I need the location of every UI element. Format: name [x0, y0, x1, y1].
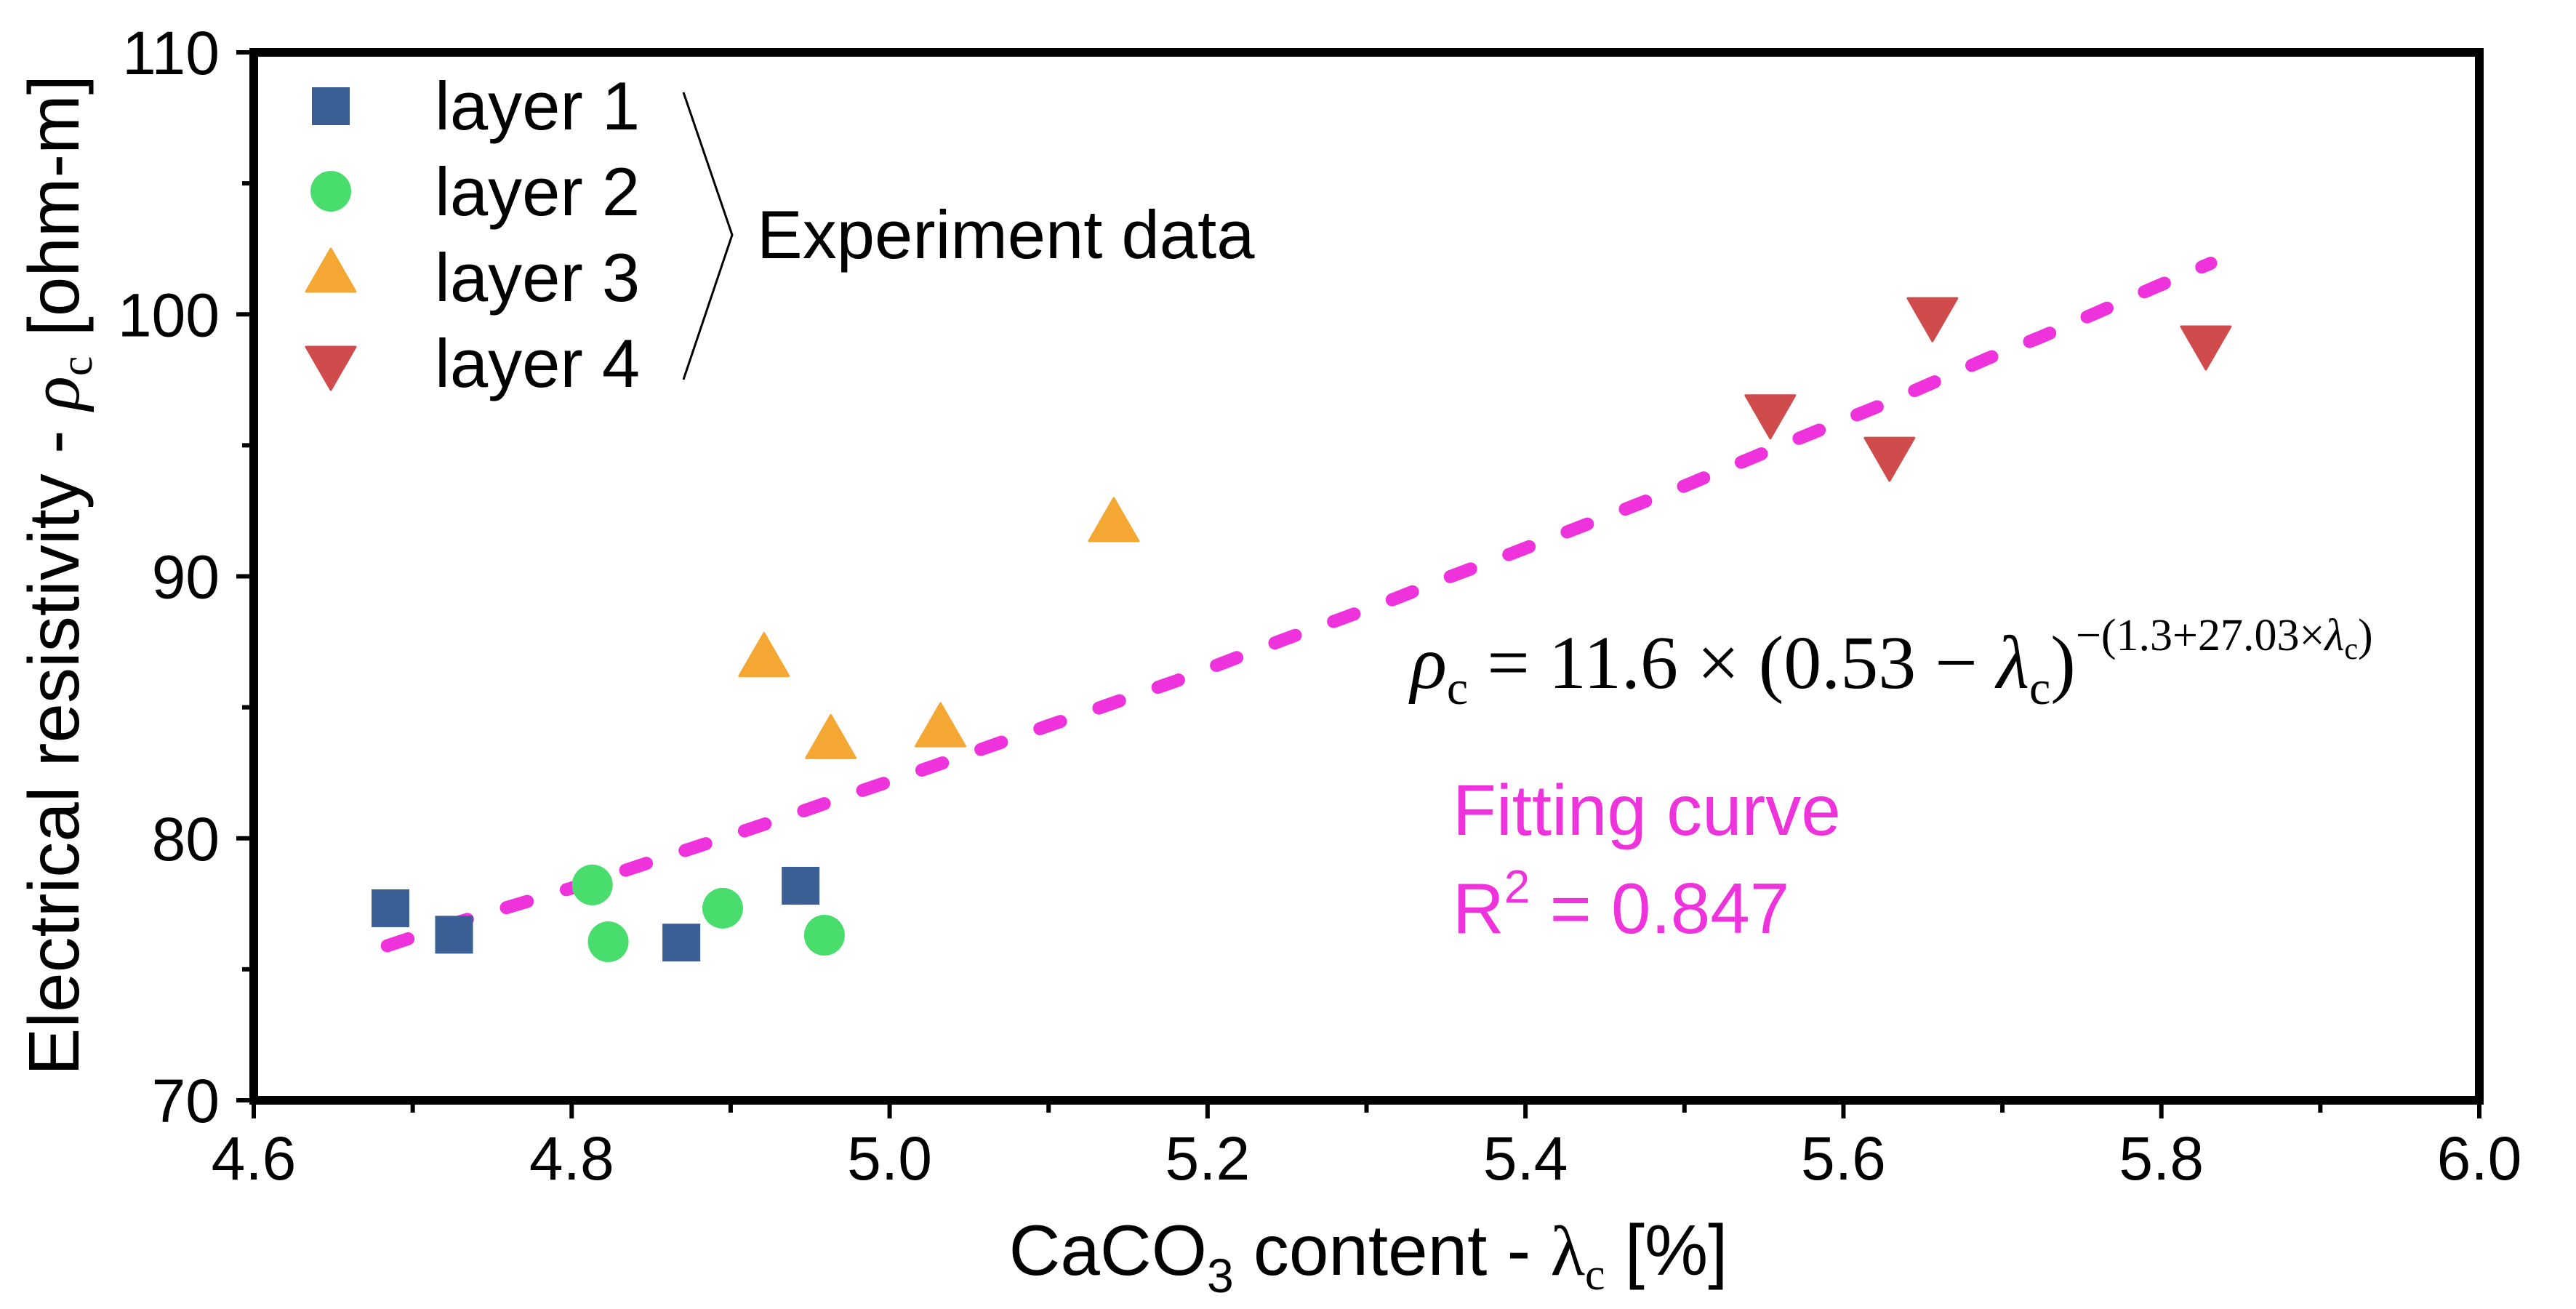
y-tick-label: 100	[118, 281, 220, 349]
data-point-layer-3-triangle-up-marker	[915, 702, 967, 748]
x-tick-label: 5.0	[847, 1124, 932, 1193]
legend-triangle-up-icon	[305, 247, 357, 293]
data-point-layer-1-square-marker	[372, 889, 410, 927]
fit-curve-dashed-line	[380, 257, 2218, 953]
r-squared-label: R2 = 0.847	[1453, 860, 1789, 948]
legend-group-bracket	[682, 92, 734, 380]
data-point-layer-3-triangle-up-marker	[1088, 497, 1140, 543]
x-tick-label: 4.6	[212, 1124, 297, 1193]
legend-circle-icon	[310, 171, 351, 212]
legend-label-layer-3: layer 3	[435, 239, 640, 316]
data-point-layer-3-triangle-up-marker	[805, 713, 857, 759]
data-point-layer-2-circle-marker	[803, 915, 845, 956]
fit-curve-label: Fitting curve	[1453, 770, 1841, 850]
y-axis-title: Electrical resistivity - ρc [ohm-m]	[14, 75, 102, 1076]
data-point-layer-4-triangle-down-marker	[1863, 436, 1916, 482]
x-axis-title: CaCO3 content - λc [%]	[1009, 1210, 1728, 1302]
data-point-layer-1-square-marker	[782, 866, 820, 905]
data-point-layer-2-circle-marker	[702, 887, 743, 929]
legend-label-layer-2: layer 2	[435, 153, 640, 230]
data-point-layer-1-square-marker	[435, 916, 473, 954]
y-axis-ticks: 70 80 90 100 110	[118, 19, 254, 1135]
x-tick-label: 6.0	[2437, 1124, 2522, 1193]
y-tick-label: 110	[122, 19, 220, 87]
data-point-layer-4-triangle-down-marker	[1744, 394, 1797, 440]
x-axis-ticks: 4.6 4.8 5.0 5.2 5.4 5.6 5.8 6.0	[212, 1100, 2522, 1193]
legend: layer 1 layer 2 layer 3 layer 4 Experime…	[305, 68, 1255, 401]
x-tick-label: 5.4	[1483, 1124, 1568, 1193]
legend-label-layer-1: layer 1	[435, 68, 640, 144]
y-tick-label: 70	[152, 1067, 220, 1135]
data-point-layer-2-circle-marker	[571, 864, 613, 905]
data-point-layer-1-square-marker	[662, 924, 701, 962]
data-point-layer-2-circle-marker	[587, 921, 629, 963]
x-tick-label: 5.8	[2119, 1124, 2204, 1193]
legend-triangle-down-icon	[305, 345, 357, 391]
fit-equation: ρc = 11.6 × (0.53 − λc)−(1.3+27.03×λc)	[1408, 611, 2373, 715]
legend-label-layer-4: layer 4	[435, 325, 640, 401]
x-tick-label: 5.6	[1801, 1124, 1886, 1193]
legend-markers	[305, 87, 357, 391]
legend-square-icon	[312, 87, 350, 125]
data-point-layer-3-triangle-up-marker	[738, 632, 790, 678]
legend-group-label: Experiment data	[757, 196, 1255, 273]
data-point-layer-4-triangle-down-marker	[2180, 325, 2232, 371]
data-markers	[372, 297, 2232, 963]
y-tick-label: 90	[152, 543, 220, 612]
x-tick-label: 5.2	[1165, 1124, 1250, 1193]
y-tick-label: 80	[152, 805, 220, 873]
data-point-layer-4-triangle-down-marker	[1906, 297, 1959, 343]
x-tick-label: 4.8	[529, 1124, 614, 1193]
